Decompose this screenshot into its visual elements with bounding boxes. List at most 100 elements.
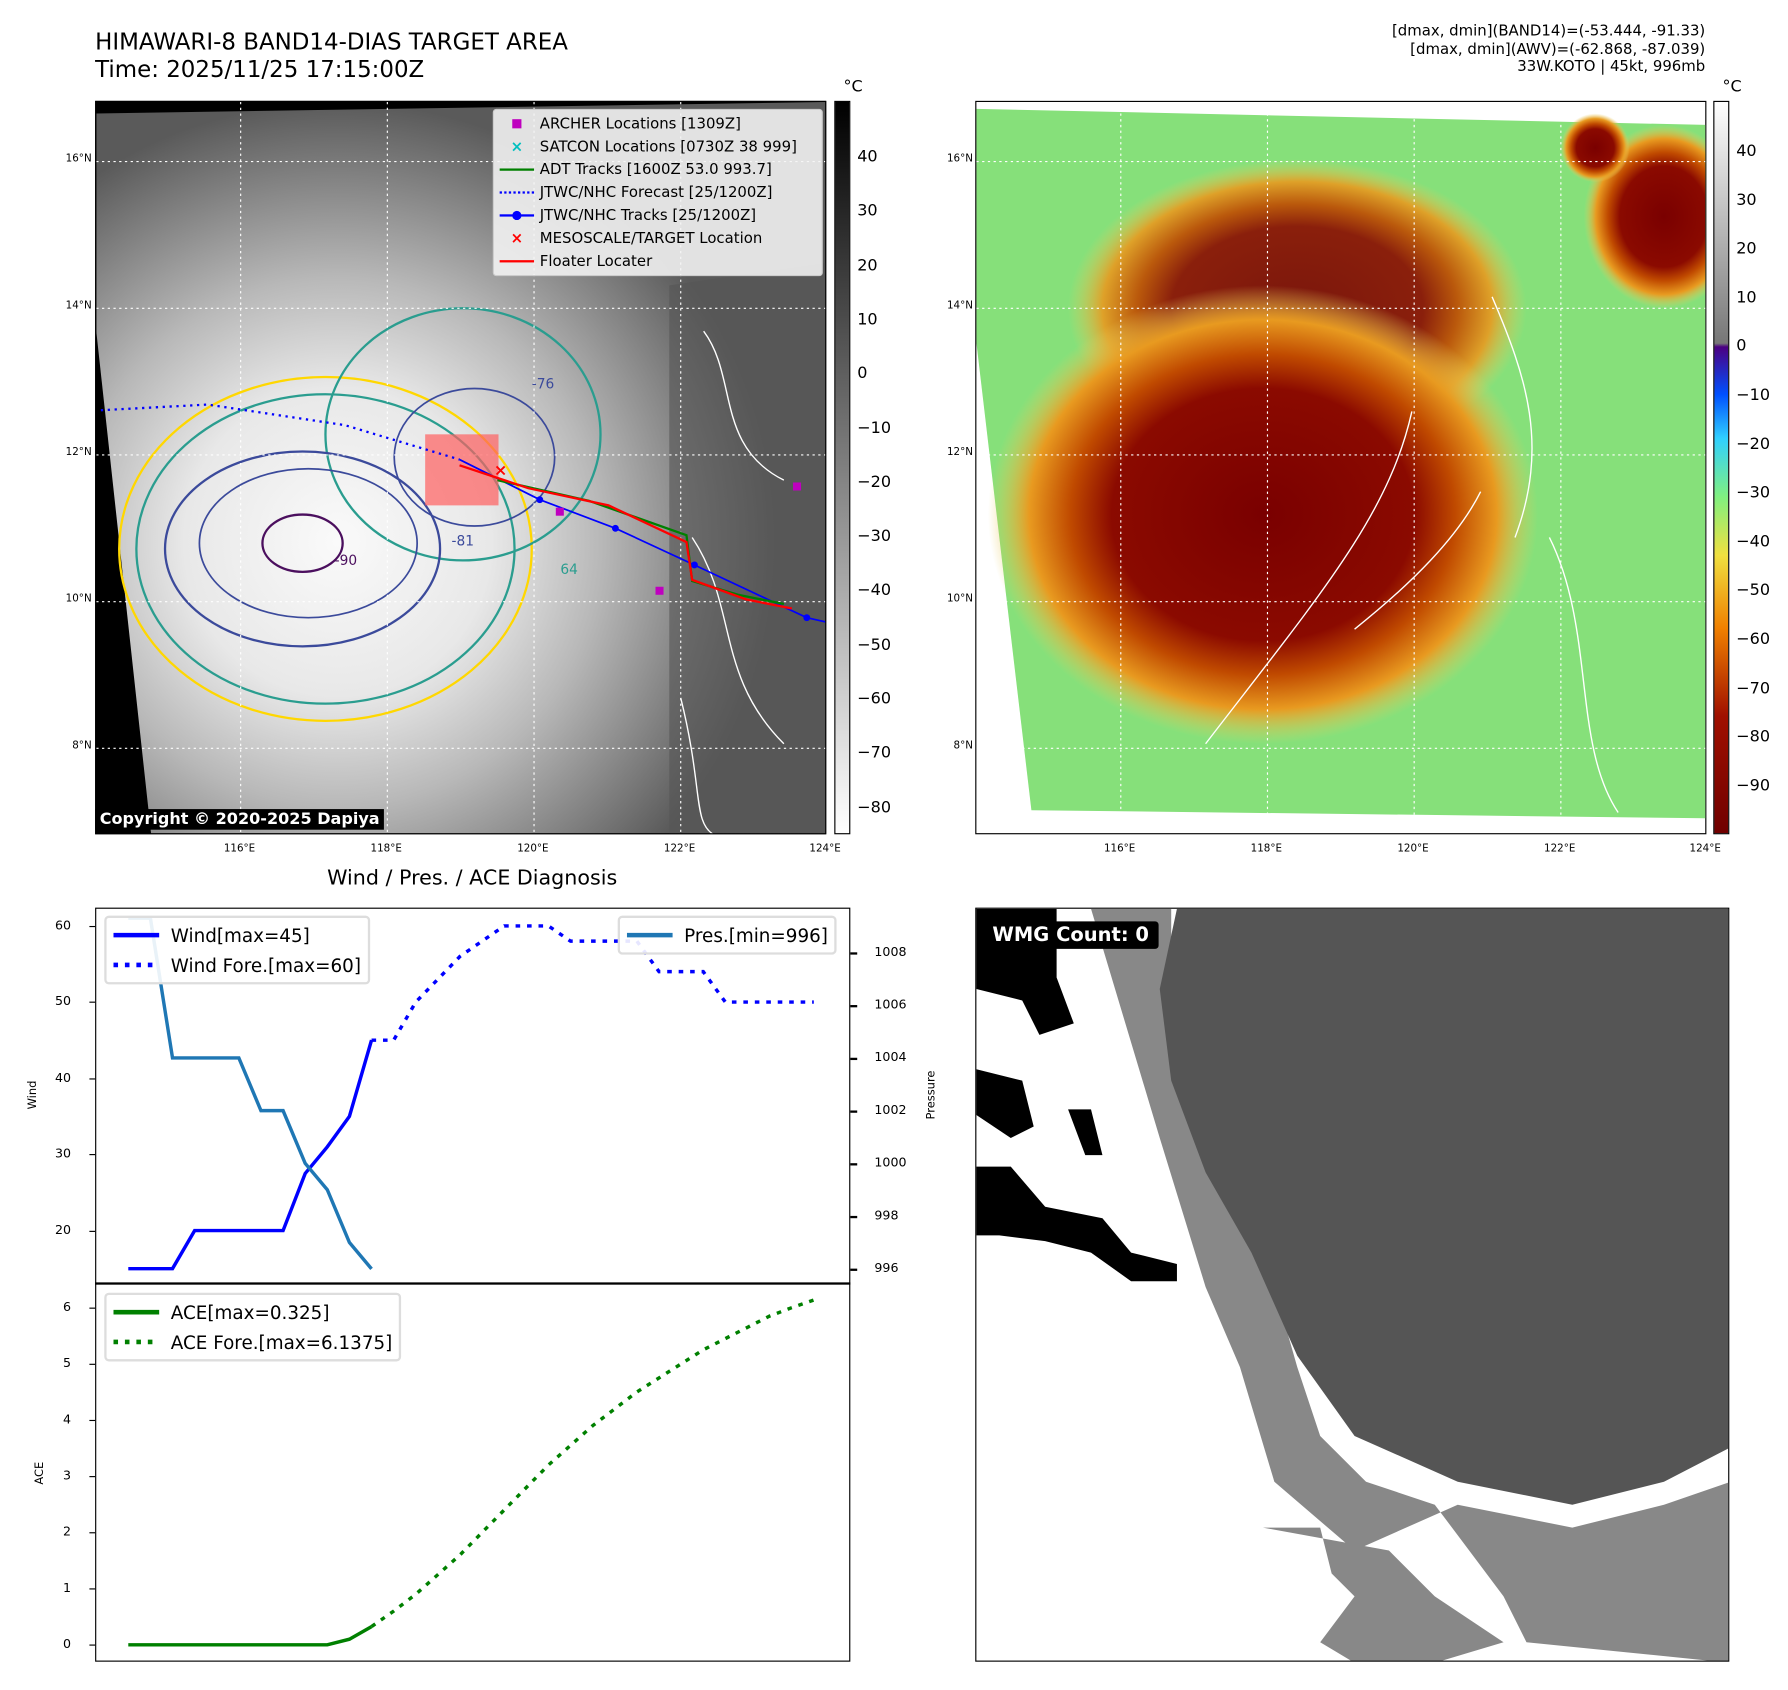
tick-mark xyxy=(89,1532,96,1534)
tick-mark xyxy=(850,1057,858,1061)
lon-label: 118°E xyxy=(1250,843,1283,855)
lon-label: 122°E xyxy=(1544,843,1576,855)
legend-symbol-icon: × xyxy=(510,138,524,156)
lon-label: 120°E xyxy=(1397,843,1429,855)
lat-label: 10°N xyxy=(946,593,973,606)
storm-info: [dmax, dmin](BAND14)=(-53.444, -91.33) [… xyxy=(1392,23,1705,76)
info-band14: [dmax, dmin](BAND14)=(-53.444, -91.33) xyxy=(1391,22,1706,41)
legend-label: ADT Tracks [1600Z 53.0 993.7] xyxy=(539,161,772,179)
legend-label: JTWC/NHC Forecast [25/1200Z] xyxy=(539,183,773,202)
wind-pressure-chart xyxy=(128,916,814,1271)
colorbar-tick: 10 xyxy=(857,310,878,329)
contour-label: 64 xyxy=(560,562,578,578)
series-line xyxy=(128,916,373,1270)
colorbar-tick: −80 xyxy=(857,798,892,817)
tick-mark xyxy=(89,1420,96,1422)
ir-map-panel: × -76 -81 -90 64 ARCHER Locations [1309Z… xyxy=(95,100,827,835)
legend-item: ARCHER Locations [1309Z] xyxy=(494,112,822,135)
wind-tick: 20 xyxy=(55,1222,72,1238)
ace-tick: 2 xyxy=(63,1524,72,1540)
wmg-panel xyxy=(975,907,1730,1662)
lat-label: 12°N xyxy=(946,446,973,459)
colorbar-tick: −50 xyxy=(1736,581,1771,600)
lon-label: 124°E xyxy=(809,843,841,855)
colorbar-tick: 10 xyxy=(1736,288,1757,307)
lon-label: 124°E xyxy=(1689,843,1721,855)
map-legend: ARCHER Locations [1309Z] × SATCON Location… xyxy=(492,108,823,277)
copyright: Copyright © 2020-2025 Dapiya xyxy=(95,809,385,830)
legend-symbol-icon xyxy=(494,168,540,171)
series-line xyxy=(370,1298,815,1628)
series-line xyxy=(128,1625,373,1647)
colorbar-tick: 40 xyxy=(1736,142,1757,161)
awv-map-image xyxy=(976,101,1706,834)
colorbar-tick: −60 xyxy=(1736,630,1771,649)
ace-tick: 5 xyxy=(63,1355,72,1371)
pressure-axis-label: Pressure xyxy=(925,1070,939,1120)
lon-label: 118°E xyxy=(370,843,402,855)
legend-ace: ACE[max=0.325] xyxy=(170,1301,330,1324)
legend-item: ADT Tracks [1600Z 53.0 993.7] xyxy=(494,158,822,181)
legend-label: ARCHER Locations [1309Z] xyxy=(539,115,741,133)
chart-title: Wind / Pres. / ACE Diagnosis xyxy=(327,866,618,891)
wind-tick: 30 xyxy=(55,1146,72,1162)
colorbar-tick: −10 xyxy=(1736,386,1771,405)
colorbar-tick: 40 xyxy=(857,147,878,167)
tick-mark xyxy=(89,1588,96,1590)
lon-label: 120°E xyxy=(517,843,549,855)
legend-item: × MESOSCALE/TARGET Location xyxy=(494,227,822,250)
wind-tick: 40 xyxy=(55,1070,72,1086)
tick-mark xyxy=(89,1307,96,1309)
pressure-tick: 996 xyxy=(874,1260,899,1276)
tick-mark xyxy=(850,1268,858,1272)
chart-divider xyxy=(95,1282,851,1285)
colorbar-tick: −90 xyxy=(1736,776,1771,796)
wind-tick: 60 xyxy=(55,917,72,933)
wind-axis-label: Wind xyxy=(26,1080,40,1110)
contour-label: -76 xyxy=(532,376,554,392)
target-area-box xyxy=(425,434,499,506)
legend-ace-forecast: ACE Fore.[max=6.1375] xyxy=(170,1331,393,1353)
series-line xyxy=(128,1039,374,1271)
colorbar-tick: −10 xyxy=(857,418,892,438)
pressure-legend: Pres.[min=996] xyxy=(617,915,838,955)
tick-mark xyxy=(89,1154,96,1156)
awv-map-panel xyxy=(975,100,1707,835)
lat-label: 16°N xyxy=(65,153,92,166)
pressure-tick: 1004 xyxy=(874,1049,907,1065)
wmg-count-badge: WMG Count: 0 xyxy=(983,921,1159,949)
legend-item: JTWC/NHC Tracks [25/1200Z] xyxy=(494,204,822,227)
colorbar-right-unit: °C xyxy=(1722,77,1742,97)
info-storm: 33W.KOTO | 45kt, 996mb xyxy=(1517,58,1706,76)
colorbar-tick: −40 xyxy=(1736,532,1771,551)
colorbar-right xyxy=(1713,100,1730,835)
ace-tick: 0 xyxy=(63,1636,72,1652)
colorbar-left-unit: °C xyxy=(843,77,863,97)
colorbar-tick: −40 xyxy=(857,581,892,600)
pressure-tick: 1000 xyxy=(874,1155,907,1171)
legend-item: Floater Locater xyxy=(494,250,822,273)
tick-mark xyxy=(850,1110,858,1113)
tick-mark xyxy=(89,1230,96,1232)
tick-mark xyxy=(89,1363,96,1366)
wind-legend: Wind[max=45] Wind Fore.[max=60] xyxy=(104,915,371,985)
title-line-2: Time: 2025/11/25 17:15:00Z xyxy=(95,55,425,83)
ir-map-image: × -76 -81 -90 64 xyxy=(96,101,826,834)
contour-label: -81 xyxy=(452,533,474,549)
contour-label: -90 xyxy=(335,553,357,569)
pressure-tick: 1006 xyxy=(874,997,907,1013)
colorbar-tick: −20 xyxy=(857,473,892,492)
legend-symbol-icon xyxy=(494,191,540,194)
tick-mark xyxy=(850,952,858,955)
colorbar-tick: 30 xyxy=(1736,190,1757,210)
colorbar-tick: −50 xyxy=(857,635,892,655)
colorbar-tick: −70 xyxy=(1736,679,1771,698)
tick-mark xyxy=(850,1163,858,1166)
wind-tick: 50 xyxy=(55,994,72,1009)
colorbar-tick: −70 xyxy=(857,744,892,763)
lat-label: 16°N xyxy=(946,153,973,166)
colorbar-tick: 0 xyxy=(857,364,868,383)
legend-label: MESOSCALE/TARGET Location xyxy=(539,229,763,247)
legend-symbol-icon xyxy=(494,119,540,129)
lat-label: 12°N xyxy=(65,446,92,459)
